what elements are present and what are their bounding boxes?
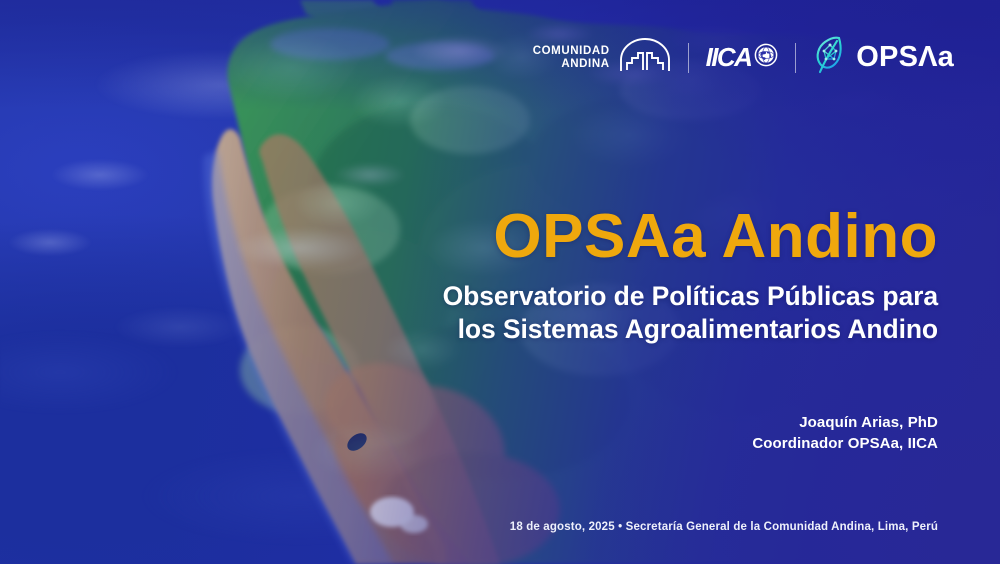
- title-block: OPSAa Andino Observatorio de Políticas P…: [318, 206, 938, 346]
- logo-divider-2: [795, 42, 797, 73]
- can-line-2: ANDINA: [561, 57, 610, 70]
- logo-comunidad-andina: COMUNIDAD ANDINA: [533, 38, 671, 77]
- logo-opsaa: OPSΛa: [813, 34, 954, 81]
- top-shade-gradient: [0, 0, 1000, 110]
- subtitle: Observatorio de Políticas Públicas para …: [318, 280, 938, 346]
- logo-bar: COMUNIDAD ANDINA IICA: [533, 34, 954, 81]
- can-line-1: COMUNIDAD: [532, 45, 610, 58]
- main-title: OPSAa Andino: [493, 202, 938, 271]
- footer-event-line: 18 de agosto, 2025 • Secretaría General …: [509, 521, 938, 533]
- author-role: Coordinador OPSAa, IICA: [752, 435, 938, 453]
- author-block: Joaquín Arias, PhD Coordinador OPSAa, II…: [752, 412, 938, 455]
- logo-divider-1: [687, 42, 689, 73]
- subtitle-line-1: Observatorio de Políticas Públicas para: [442, 281, 938, 311]
- opsaa-wordmark: OPSΛa: [856, 41, 954, 73]
- author-name: Joaquín Arias, PhD: [799, 414, 938, 431]
- andean-arch-icon: [619, 38, 671, 77]
- subtitle-line-2: los Sistemas Agroalimentarios Andino: [457, 313, 938, 344]
- logo-iica: IICA: [706, 42, 779, 73]
- globe-icon: [754, 43, 778, 72]
- leaf-network-icon: [813, 34, 847, 81]
- iica-wordmark: IICA: [705, 42, 753, 72]
- comunidad-andina-wordmark: COMUNIDAD ANDINA: [533, 45, 610, 69]
